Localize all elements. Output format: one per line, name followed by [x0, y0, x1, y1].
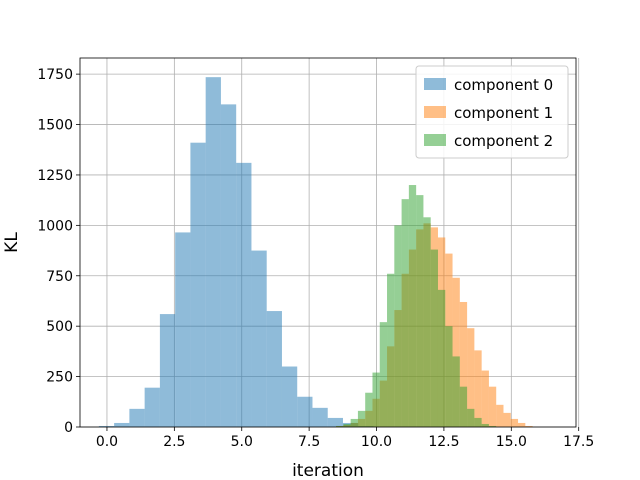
histogram-bar: [518, 422, 526, 427]
y-tick-label: 750: [46, 269, 73, 285]
x-tick-label: 7.5: [298, 434, 320, 450]
histogram-bar: [481, 423, 489, 427]
x-tick-label: 10.0: [361, 434, 392, 450]
histogram-bar: [481, 370, 489, 427]
histogram-bar: [336, 425, 344, 427]
histogram-bar: [459, 386, 468, 427]
y-axis-label: KL: [2, 232, 22, 253]
y-tick-label: 0: [64, 420, 73, 436]
series-0-bars: [98, 77, 374, 428]
histogram-bar: [372, 372, 380, 427]
y-tick-label: 250: [46, 370, 73, 386]
histogram-bar: [474, 417, 482, 427]
histogram-bar: [467, 328, 475, 427]
x-tick-label: 17.5: [563, 434, 594, 450]
histogram-bar: [365, 392, 373, 427]
histogram-bar: [175, 232, 191, 427]
histogram-bar: [236, 162, 252, 427]
histogram-bar: [503, 412, 511, 427]
histogram-bar: [525, 425, 533, 427]
histogram-bar: [312, 407, 328, 427]
bars-layer: [98, 77, 533, 428]
legend-box: [415, 65, 569, 159]
histogram-bar: [452, 277, 460, 427]
legend-label: component 2: [454, 132, 553, 150]
histogram-bar: [159, 314, 176, 427]
histogram-bar: [190, 142, 206, 427]
y-tick-label: 1750: [37, 67, 73, 83]
y-tick-label: 1250: [37, 168, 73, 184]
histogram-bar: [144, 387, 160, 427]
series-2-bars: [336, 185, 497, 427]
histogram-bar: [281, 366, 298, 427]
histogram-bar: [387, 273, 395, 427]
histogram-bar: [401, 199, 409, 427]
histogram-bar: [445, 326, 453, 427]
histogram-bar: [350, 418, 358, 427]
x-tick-label: 0.0: [96, 434, 118, 450]
histogram-bar: [357, 410, 366, 427]
histogram-bar: [467, 408, 475, 427]
histogram-bar: [297, 396, 313, 427]
histogram-bar: [114, 422, 130, 427]
histogram-bar: [394, 225, 402, 427]
histogram-bar: [416, 195, 424, 427]
plot-frame: [79, 57, 577, 428]
histogram-bar: [423, 217, 431, 427]
histogram-bar: [220, 104, 237, 428]
ticks-layer: 0.0 2.5 5.0 7.5 10.0 12.5 15.0 17.5 0 250 500 750 10…: [37, 67, 594, 450]
y-tick-label: 1000: [37, 218, 73, 234]
histogram-bar: [488, 386, 497, 427]
histogram-bar: [437, 289, 446, 427]
x-tick-label: 2.5: [163, 434, 185, 450]
legend-swatch: [424, 78, 446, 90]
x-tick-label: 12.5: [428, 434, 459, 450]
histogram-bar: [474, 350, 482, 427]
histogram-bar: [266, 311, 282, 427]
x-tick-label: 5.0: [231, 434, 253, 450]
y-tick-label: 1500: [37, 118, 73, 134]
histogram-bar: [452, 356, 460, 427]
histogram-bar: [98, 425, 115, 427]
histogram-bar: [488, 425, 497, 427]
histogram-bar: [129, 408, 145, 427]
legend: component 0 component 1 component 2: [415, 65, 569, 159]
legend-swatch: [424, 106, 446, 118]
histogram-bar: [251, 250, 267, 427]
legend-swatch: [424, 134, 446, 146]
histogram-bar: [430, 249, 438, 427]
y-tick-label: 500: [46, 319, 73, 335]
x-tick-label: 15.0: [496, 434, 527, 450]
histogram-bar: [327, 417, 343, 427]
histogram-bar: [343, 423, 351, 427]
histogram-bar: [205, 77, 221, 428]
x-axis-label: iteration: [292, 461, 364, 480]
histogram-bar: [408, 185, 417, 427]
histogram-bar: [496, 404, 504, 427]
histogram-bar: [459, 301, 468, 427]
histogram-bar: [379, 322, 388, 427]
legend-label: component 1: [454, 104, 553, 122]
legend-label: component 0: [454, 76, 553, 94]
histogram-bar: [510, 418, 519, 427]
